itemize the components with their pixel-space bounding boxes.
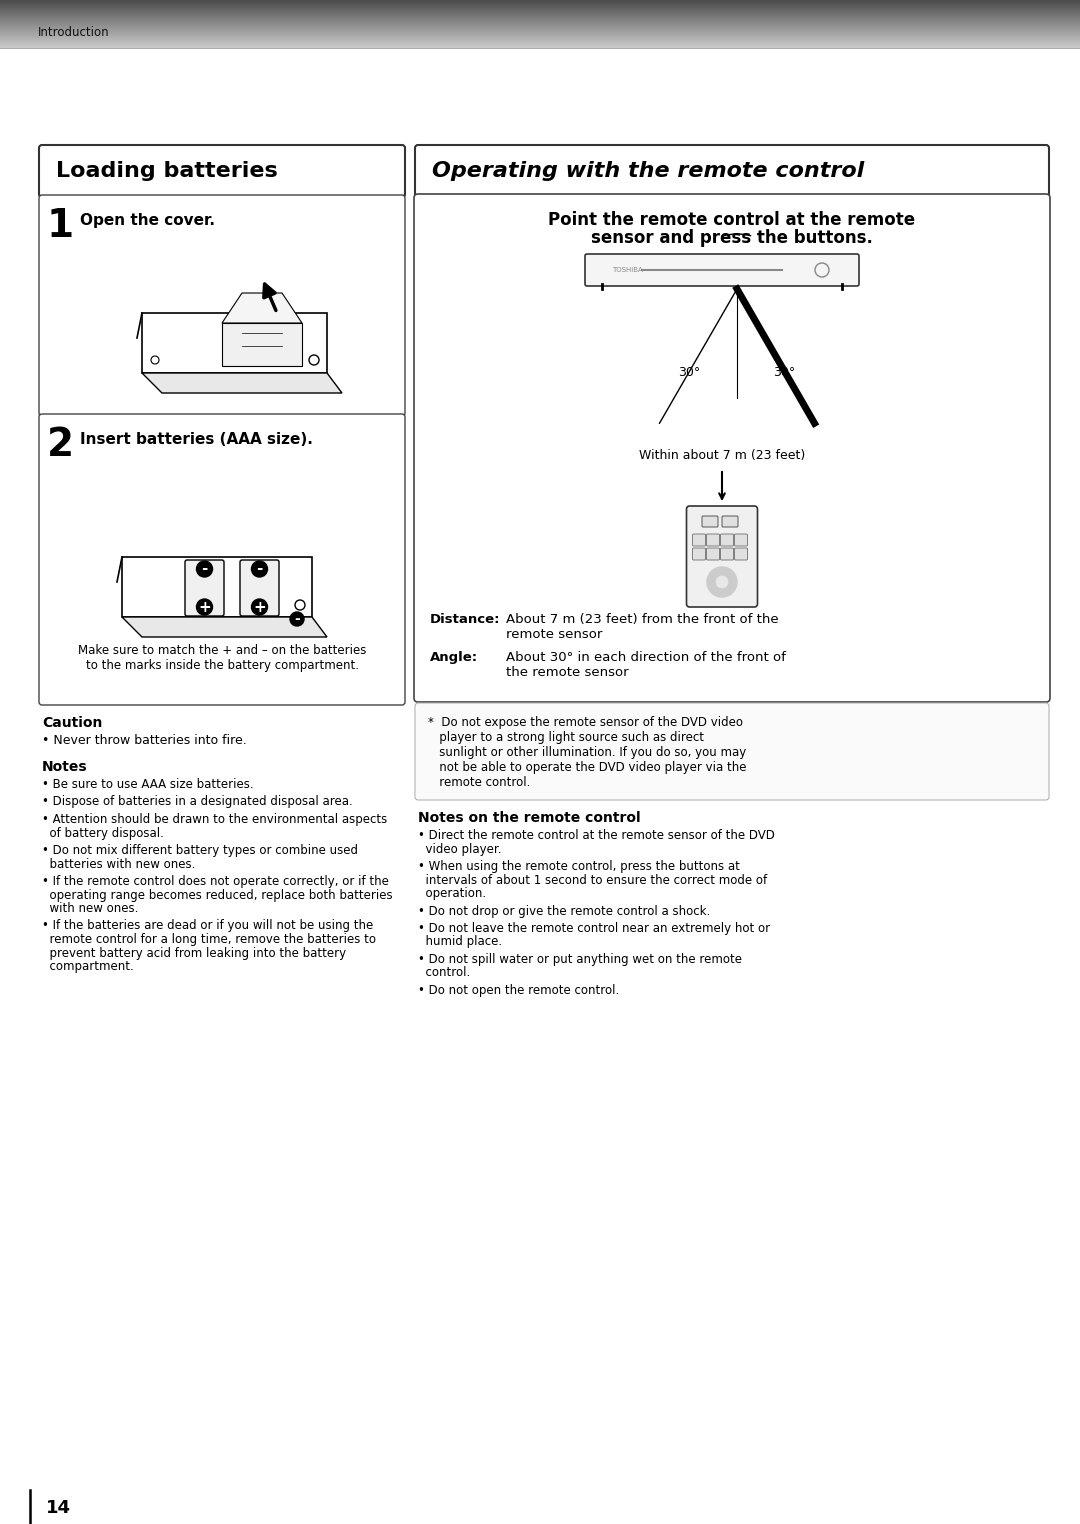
- FancyBboxPatch shape: [720, 549, 733, 559]
- FancyBboxPatch shape: [720, 533, 733, 546]
- Text: Introduction: Introduction: [38, 26, 110, 38]
- Text: • Do not open the remote control.: • Do not open the remote control.: [418, 985, 619, 997]
- FancyBboxPatch shape: [39, 415, 405, 706]
- Text: -: -: [294, 613, 300, 626]
- Text: About 7 m (23 feet) from the front of the: About 7 m (23 feet) from the front of th…: [507, 613, 779, 626]
- Text: Make sure to match the + and – on the batteries: Make sure to match the + and – on the ba…: [78, 643, 366, 657]
- Text: operation.: operation.: [418, 887, 486, 901]
- Text: TOSHIBA: TOSHIBA: [612, 267, 643, 273]
- FancyBboxPatch shape: [734, 533, 747, 546]
- Text: Open the cover.: Open the cover.: [80, 212, 215, 227]
- Text: • When using the remote control, press the buttons at: • When using the remote control, press t…: [418, 860, 740, 873]
- Text: of battery disposal.: of battery disposal.: [42, 826, 164, 840]
- Text: • Do not spill water or put anything wet on the remote: • Do not spill water or put anything wet…: [418, 952, 742, 966]
- Text: to the marks inside the battery compartment.: to the marks inside the battery compartm…: [85, 658, 359, 672]
- Text: Within about 7 m (23 feet): Within about 7 m (23 feet): [639, 450, 805, 462]
- Text: 2: 2: [46, 427, 73, 463]
- Text: 14: 14: [46, 1500, 71, 1516]
- Text: +: +: [253, 599, 266, 614]
- Circle shape: [291, 613, 303, 626]
- Text: Notes: Notes: [42, 760, 87, 774]
- Text: Point the remote control at the remote: Point the remote control at the remote: [549, 210, 916, 229]
- Text: compartment.: compartment.: [42, 960, 134, 972]
- Text: the remote sensor: the remote sensor: [507, 666, 629, 680]
- Text: remote control for a long time, remove the batteries to: remote control for a long time, remove t…: [42, 933, 376, 946]
- Polygon shape: [222, 323, 302, 366]
- Text: About 30° in each direction of the front of: About 30° in each direction of the front…: [507, 651, 786, 664]
- Circle shape: [716, 576, 728, 588]
- FancyBboxPatch shape: [415, 145, 1049, 197]
- FancyBboxPatch shape: [39, 195, 405, 416]
- FancyBboxPatch shape: [415, 703, 1049, 800]
- Text: Angle:: Angle:: [430, 651, 478, 664]
- Text: sunlight or other illumination. If you do so, you may: sunlight or other illumination. If you d…: [428, 747, 746, 759]
- Text: 30°: 30°: [773, 366, 796, 379]
- FancyBboxPatch shape: [706, 549, 719, 559]
- Text: remote sensor: remote sensor: [507, 628, 603, 642]
- Circle shape: [252, 599, 268, 616]
- Text: control.: control.: [418, 966, 470, 980]
- Text: • Do not drop or give the remote control a shock.: • Do not drop or give the remote control…: [418, 905, 711, 917]
- Text: • Do not leave the remote control near an extremely hot or: • Do not leave the remote control near a…: [418, 922, 770, 936]
- Text: • Be sure to use AAA size batteries.: • Be sure to use AAA size batteries.: [42, 777, 254, 791]
- Text: • If the remote control does not operate correctly, or if the: • If the remote control does not operate…: [42, 875, 389, 888]
- Text: prevent battery acid from leaking into the battery: prevent battery acid from leaking into t…: [42, 946, 346, 960]
- Text: Operating with the remote control: Operating with the remote control: [432, 162, 864, 181]
- FancyBboxPatch shape: [702, 517, 718, 527]
- Polygon shape: [222, 293, 302, 323]
- FancyBboxPatch shape: [687, 506, 757, 607]
- Text: humid place.: humid place.: [418, 936, 502, 948]
- Circle shape: [252, 561, 268, 578]
- Text: sensor and press the buttons.: sensor and press the buttons.: [591, 229, 873, 247]
- Polygon shape: [122, 617, 327, 637]
- Text: • Dispose of batteries in a designated disposal area.: • Dispose of batteries in a designated d…: [42, 796, 353, 809]
- Text: remote control.: remote control.: [428, 776, 530, 789]
- Text: Insert batteries (AAA size).: Insert batteries (AAA size).: [80, 431, 313, 447]
- Text: • Do not mix different battery types or combine used: • Do not mix different battery types or …: [42, 844, 357, 856]
- Text: intervals of about 1 second to ensure the correct mode of: intervals of about 1 second to ensure th…: [418, 873, 767, 887]
- Text: • Direct the remote control at the remote sensor of the DVD: • Direct the remote control at the remot…: [418, 829, 774, 841]
- Text: • Attention should be drawn to the environmental aspects: • Attention should be drawn to the envir…: [42, 812, 388, 826]
- Polygon shape: [122, 556, 312, 617]
- Polygon shape: [141, 373, 342, 393]
- Text: -: -: [256, 561, 262, 576]
- FancyBboxPatch shape: [692, 533, 705, 546]
- FancyBboxPatch shape: [585, 255, 859, 287]
- Circle shape: [197, 599, 213, 616]
- FancyBboxPatch shape: [734, 549, 747, 559]
- FancyBboxPatch shape: [414, 194, 1050, 703]
- Text: batteries with new ones.: batteries with new ones.: [42, 858, 195, 870]
- Text: 30°: 30°: [678, 366, 701, 379]
- FancyBboxPatch shape: [692, 549, 705, 559]
- Circle shape: [707, 567, 737, 597]
- Text: not be able to operate the DVD video player via the: not be able to operate the DVD video pla…: [428, 760, 746, 774]
- Polygon shape: [141, 312, 327, 373]
- Text: 1: 1: [46, 207, 73, 245]
- Text: -: -: [201, 561, 207, 576]
- Text: operating range becomes reduced, replace both batteries: operating range becomes reduced, replace…: [42, 888, 393, 902]
- Text: Loading batteries: Loading batteries: [56, 162, 278, 181]
- Circle shape: [197, 561, 213, 578]
- Text: • Never throw batteries into fire.: • Never throw batteries into fire.: [42, 735, 246, 747]
- FancyBboxPatch shape: [240, 559, 279, 616]
- FancyBboxPatch shape: [706, 533, 719, 546]
- Text: Caution: Caution: [42, 716, 103, 730]
- Text: with new ones.: with new ones.: [42, 902, 138, 914]
- Text: Distance:: Distance:: [430, 613, 500, 626]
- Text: player to a strong light source such as direct: player to a strong light source such as …: [428, 732, 704, 744]
- Text: *  Do not expose the remote sensor of the DVD video: * Do not expose the remote sensor of the…: [428, 716, 743, 728]
- Text: Notes on the remote control: Notes on the remote control: [418, 811, 640, 824]
- Text: +: +: [198, 599, 211, 614]
- FancyBboxPatch shape: [39, 145, 405, 197]
- FancyBboxPatch shape: [185, 559, 224, 616]
- FancyBboxPatch shape: [723, 517, 738, 527]
- Text: video player.: video player.: [418, 843, 501, 855]
- Text: • If the batteries are dead or if you will not be using the: • If the batteries are dead or if you wi…: [42, 919, 374, 933]
